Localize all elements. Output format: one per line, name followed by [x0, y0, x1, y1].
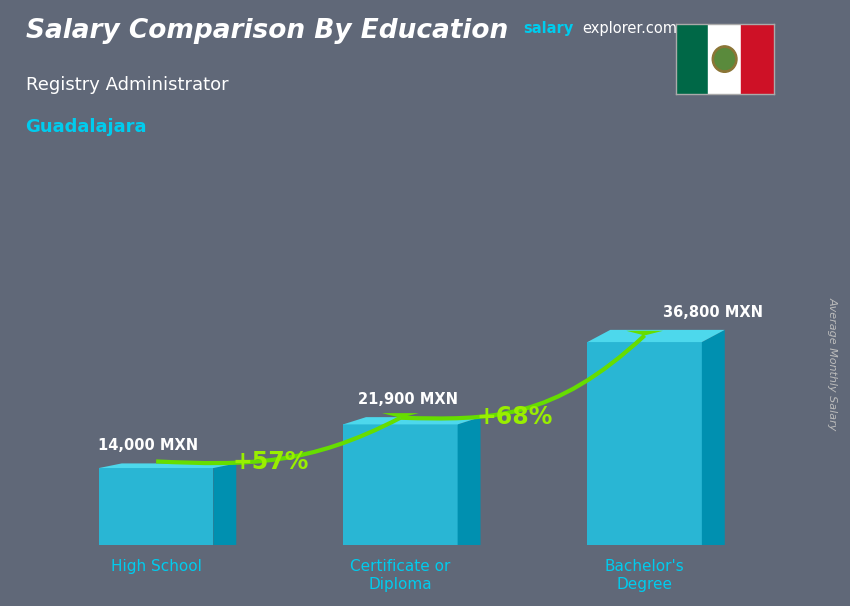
Bar — [741, 24, 774, 94]
Bar — [676, 24, 708, 94]
Polygon shape — [702, 330, 725, 545]
Text: +57%: +57% — [232, 450, 309, 474]
Text: 36,800 MXN: 36,800 MXN — [663, 305, 763, 320]
Polygon shape — [213, 464, 236, 545]
Polygon shape — [99, 464, 236, 468]
Text: salary: salary — [523, 21, 573, 36]
Text: Average Monthly Salary: Average Monthly Salary — [827, 297, 837, 430]
Circle shape — [715, 48, 734, 70]
Bar — [708, 24, 741, 94]
Polygon shape — [457, 417, 480, 545]
Polygon shape — [382, 413, 419, 418]
Text: 14,000 MXN: 14,000 MXN — [98, 439, 198, 453]
Text: explorer.com: explorer.com — [582, 21, 677, 36]
Polygon shape — [587, 342, 702, 545]
Text: Guadalajara: Guadalajara — [26, 118, 147, 136]
Text: 21,900 MXN: 21,900 MXN — [358, 392, 457, 407]
Text: Registry Administrator: Registry Administrator — [26, 76, 228, 94]
Text: +68%: +68% — [477, 405, 553, 428]
Polygon shape — [99, 468, 213, 545]
Polygon shape — [343, 424, 457, 545]
Circle shape — [712, 46, 737, 72]
Text: Salary Comparison By Education: Salary Comparison By Education — [26, 18, 507, 44]
Polygon shape — [587, 330, 725, 342]
Polygon shape — [626, 331, 663, 336]
Polygon shape — [343, 417, 480, 424]
